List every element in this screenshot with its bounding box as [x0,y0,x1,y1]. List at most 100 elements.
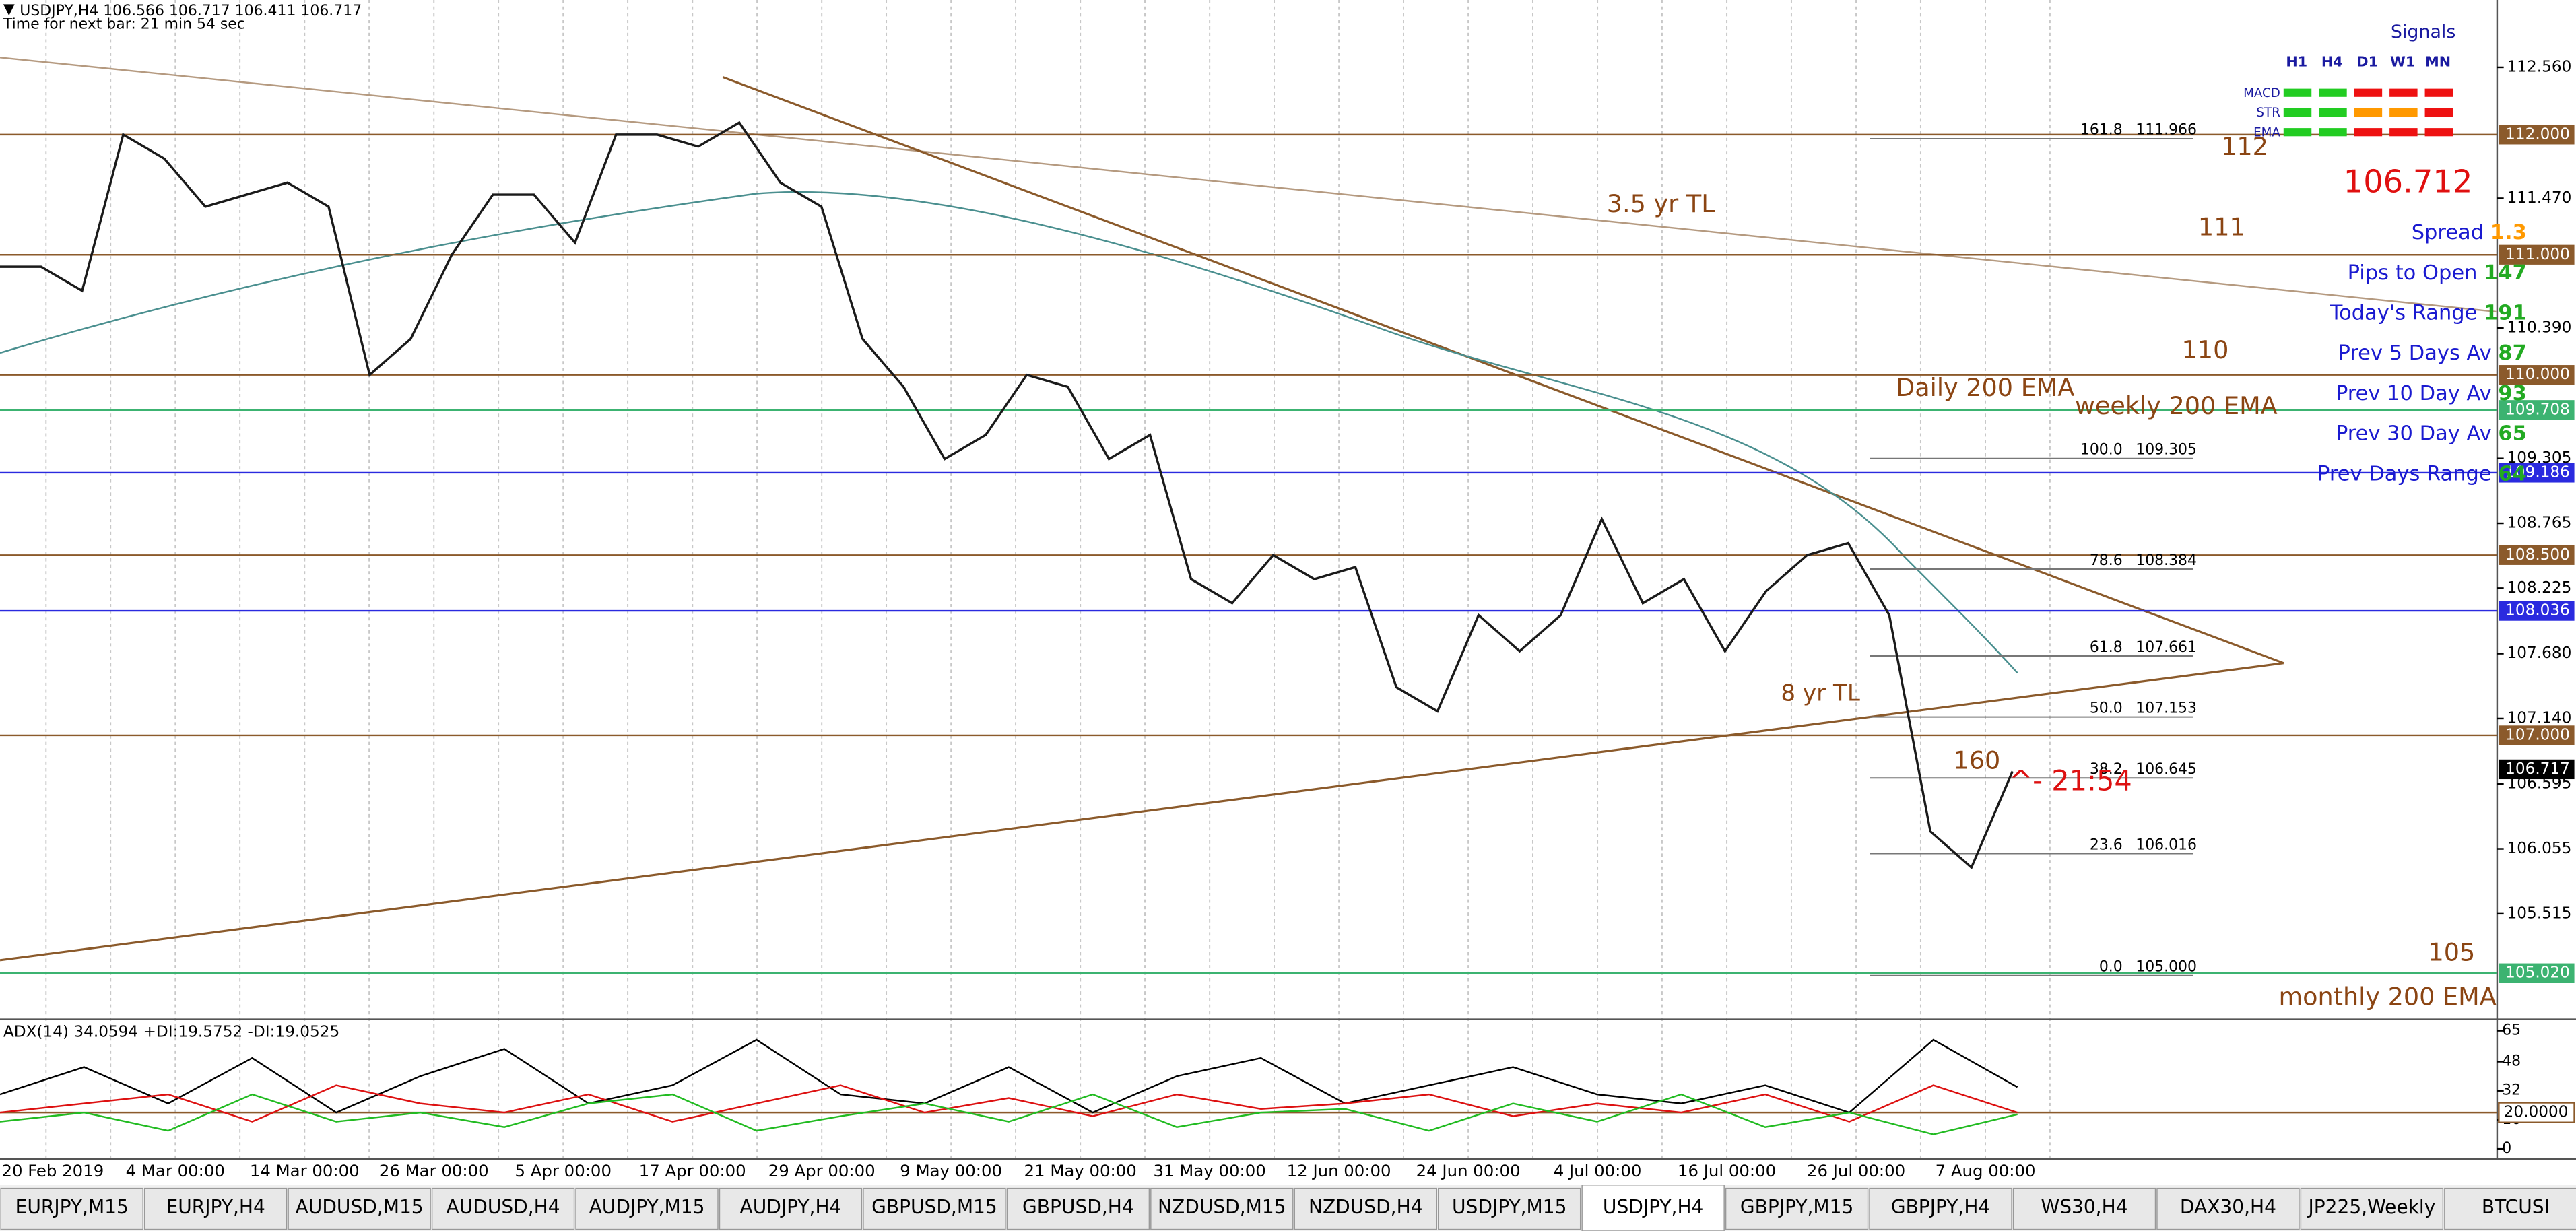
adx-line [0,1084,2018,1123]
signal-cell [2424,128,2453,137]
tab[interactable] [1437,1187,1581,1230]
tab[interactable] [1294,1187,1437,1230]
stat-value: 65 [2498,422,2526,445]
stat-row: Prev 30 Day Av 65 [2336,422,2527,445]
tab-label[interactable]: EURJPY,H4 [166,1196,265,1218]
tab[interactable] [2300,1187,2444,1230]
stat-row: Prev 5 Days Av 87 [2338,341,2526,365]
adx-label: ADX(14) 34.0594 +DI:19.5752 -DI:19.0525 [3,1024,339,1041]
signal-col: W1 [2390,54,2415,70]
level-label: 109.708 [2505,401,2570,418]
tab-label[interactable]: AUDUSD,M15 [296,1196,424,1218]
tab[interactable] [1006,1187,1150,1230]
tab-label[interactable]: USDJPY,M15 [1452,1196,1566,1218]
fib-ratio: 0.0 [2099,959,2123,976]
date-label: 24 Jun 00:00 [1416,1161,1521,1180]
date-label: 16 Jul 00:00 [1678,1161,1776,1180]
fib-price: 107.661 [2136,639,2197,656]
tab-label[interactable]: WS30,H4 [2041,1196,2127,1218]
tab[interactable] [288,1187,431,1230]
stat-row: Prev Days Range 64 [2317,462,2527,486]
stat-label: Prev 10 Day Av [2336,381,2492,405]
tab-label[interactable]: USDJPY,H4 [1603,1196,1703,1218]
tab[interactable] [719,1187,863,1230]
level-label: 111.000 [2505,246,2570,263]
collapse-icon: ▼ [3,1,15,18]
tab-label[interactable]: EURJPY,M15 [15,1196,129,1218]
price-tick-label: 105.515 [2507,904,2572,922]
level-label: 109.186 [2505,463,2570,481]
date-label: 29 Apr 00:00 [768,1161,876,1180]
bar-timer: Time for next bar: 21 min 54 sec [3,16,245,33]
stat-label: Prev 5 Days Av [2338,341,2491,365]
tab-label[interactable]: AUDJPY,M15 [589,1196,705,1218]
tab[interactable] [1581,1185,1725,1231]
tab[interactable] [0,1187,143,1230]
fib-ratio: 161.8 [2080,122,2123,139]
adx-tick-label: 65 [2502,1022,2521,1039]
level-label: 108.036 [2505,602,2570,620]
signal-col: D1 [2356,54,2378,70]
fib-price: 107.153 [2136,700,2197,717]
date-label: 21 May 00:00 [1024,1161,1137,1180]
annotation: 160 [1953,745,2000,774]
tab-label[interactable]: JP225,Weekly [2307,1196,2435,1218]
stat-value: 1.3 [2490,221,2527,244]
tab[interactable] [431,1187,575,1230]
stat-value: 64 [2498,462,2526,486]
stat-label: Prev Days Range [2317,462,2492,486]
signal-cell [2283,88,2312,97]
tab-label[interactable]: BTCUSI [2482,1196,2550,1218]
fib-price: 106.016 [2136,836,2197,853]
tab-label[interactable]: AUDUSD,H4 [447,1196,560,1218]
signal-col: MN [2425,54,2451,70]
tab[interactable] [575,1187,719,1230]
stat-value: 93 [2498,381,2526,405]
tab-label[interactable]: GBPUSD,H4 [1022,1196,1134,1218]
price-tick-label: 112.560 [2507,58,2572,75]
stat-label: Prev 30 Day Av [2336,422,2492,445]
tab[interactable] [863,1187,1006,1230]
adx-level-box [2498,1102,2575,1123]
tab[interactable] [1725,1187,1869,1230]
tab[interactable] [143,1187,288,1230]
bid-price: 106.712 [2344,163,2473,199]
tab-label[interactable]: NZDUSD,H4 [1309,1196,1423,1218]
tab-label[interactable]: AUDJPY,H4 [740,1196,842,1218]
stat-label: Pips to Open [2348,261,2478,284]
tab[interactable] [2156,1187,2300,1230]
signal-cell [2424,88,2453,97]
tab[interactable] [1869,1187,2012,1230]
price-tick-label: 108.765 [2507,514,2572,532]
level-label: 112.000 [2505,125,2570,143]
level-label: 107.000 [2505,726,2570,743]
signal-row: MACD [2243,86,2280,100]
fib-price: 109.305 [2136,442,2197,459]
adx-line [0,1038,2018,1114]
price-tick-label: 106.055 [2507,840,2572,857]
fib-ratio: 61.8 [2090,639,2123,656]
signal-cell [2354,128,2383,137]
signal-cell [2283,128,2312,137]
trendline-3-5yr [0,57,2498,313]
tab[interactable] [2444,1187,2576,1230]
tab-label[interactable]: GBPJPY,M15 [1740,1196,1853,1218]
stat-value: 191 [2484,301,2527,325]
tab-label[interactable]: GBPUSD,M15 [871,1196,997,1218]
tab-label[interactable]: DAX30,H4 [2180,1196,2276,1218]
level-box [2499,601,2575,621]
tab[interactable] [2012,1187,2156,1230]
tab[interactable] [1150,1187,1294,1230]
annotation: Daily 200 EMA [1896,373,2074,402]
tab-label[interactable]: GBPJPY,H4 [1891,1196,1990,1218]
stat-label: Spread [2412,221,2484,244]
level-box [2499,400,2575,420]
tab-label[interactable]: NZDUSD,M15 [1158,1196,1286,1218]
signal-cell [2389,128,2418,137]
stat-label: Today's Range [2330,301,2478,325]
annotation: monthly 200 EMA [2278,982,2496,1011]
stat-row: Prev 10 Day Av 93 [2336,381,2527,405]
